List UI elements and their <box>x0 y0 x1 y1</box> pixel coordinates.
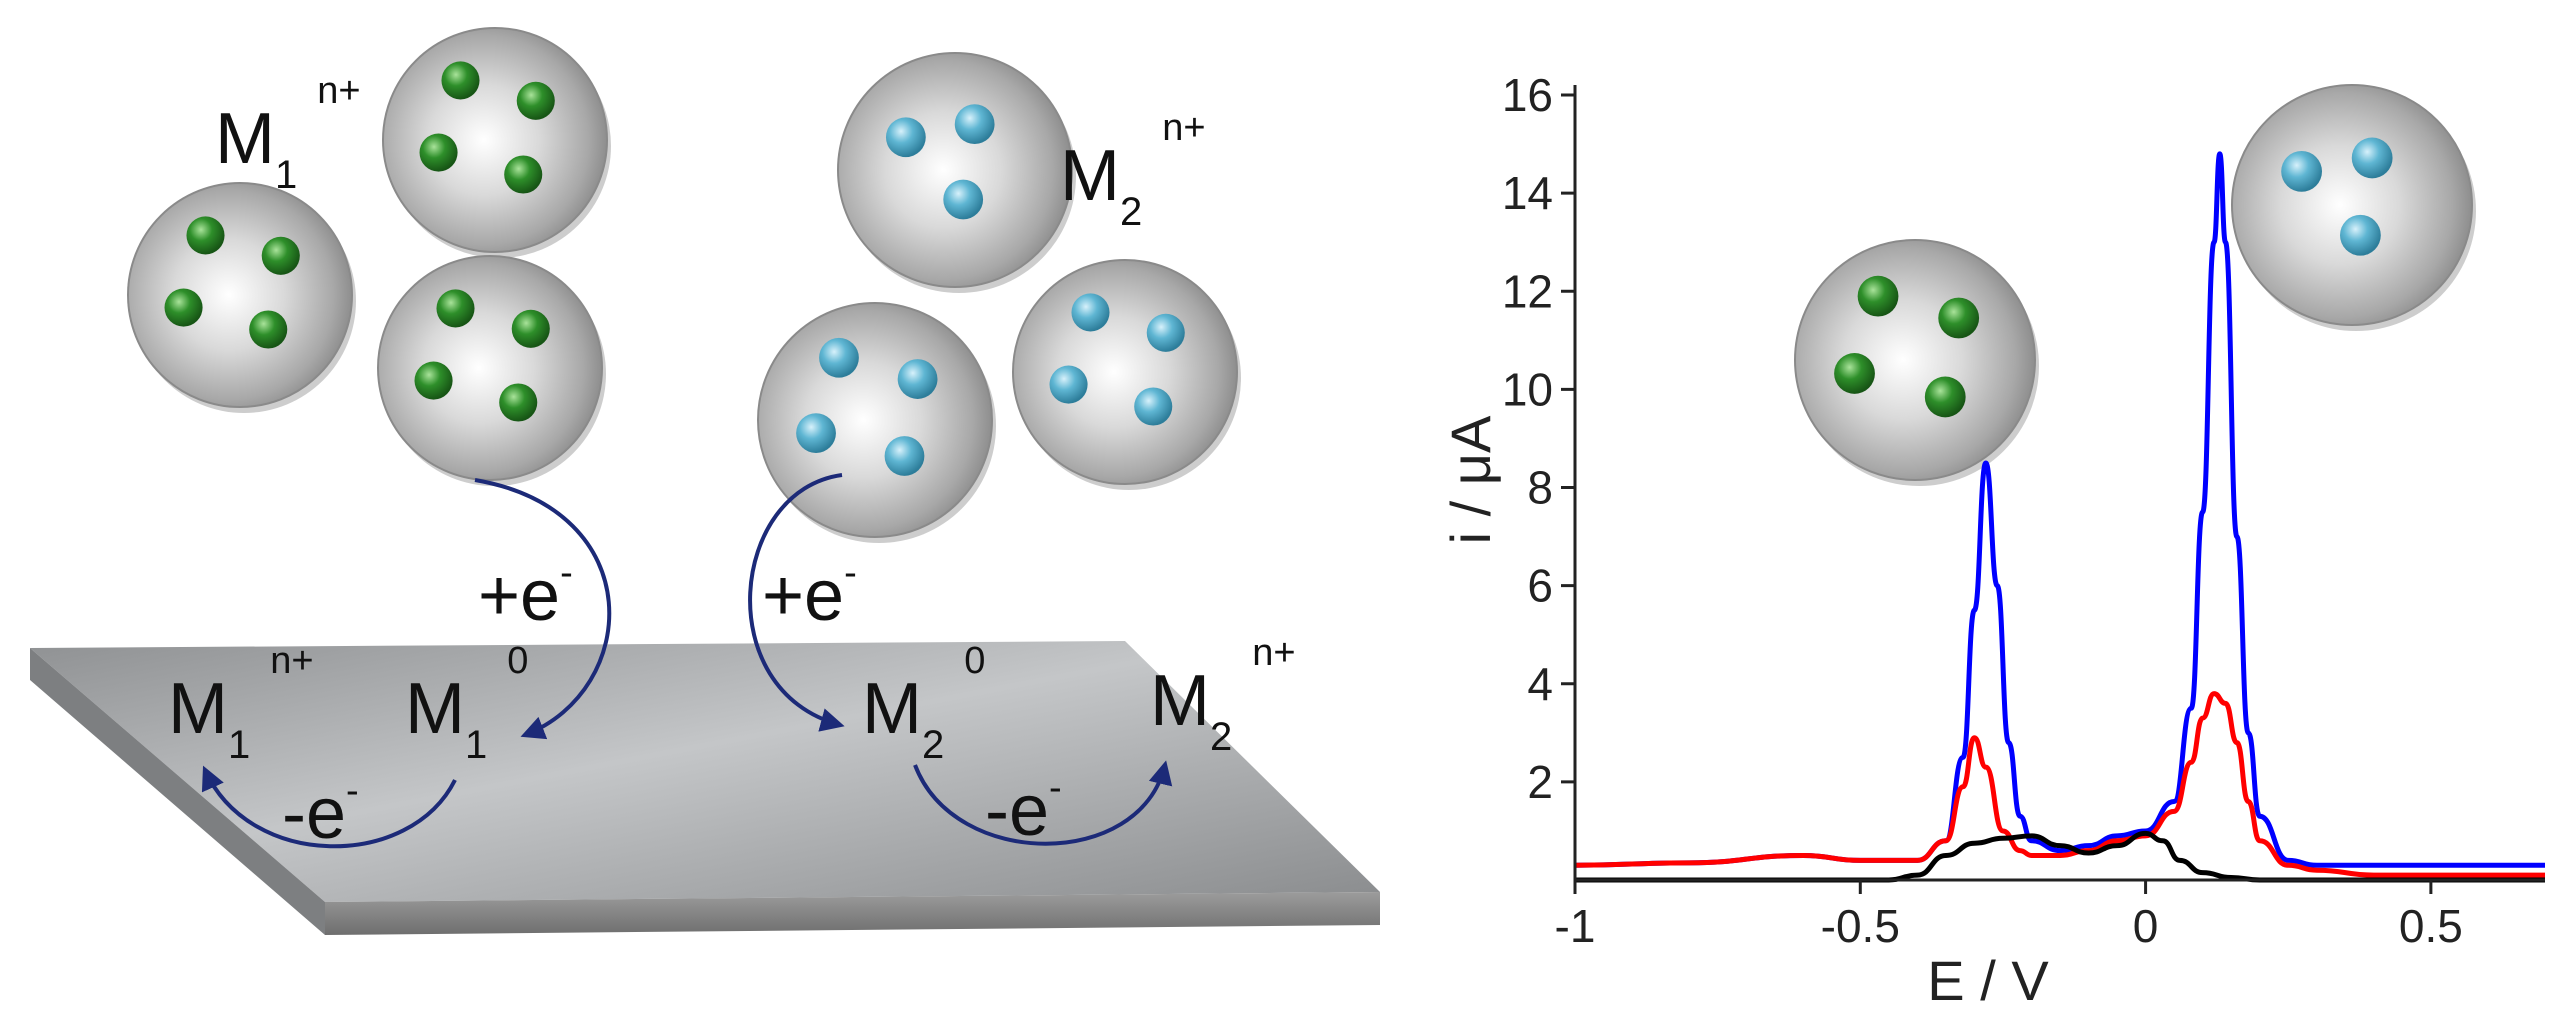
m2-particle <box>837 52 1076 293</box>
nanoparticles <box>127 27 1241 543</box>
series-line-1 <box>1574 691 2545 878</box>
chart-m2-particle-icon <box>2231 84 2476 331</box>
y-tick-label: 16 <box>1502 69 1553 121</box>
m2-particle <box>1012 259 1241 490</box>
y-tick-label: 4 <box>1527 658 1553 710</box>
y-tick-label: 14 <box>1502 167 1553 219</box>
label-reduction-m1: +e- <box>478 552 573 636</box>
chart-axes: -1 -0.5 0 0.5 2 4 6 8 10 12 14 16 <box>1502 69 2545 952</box>
voltammogram-chart: -1 -0.5 0 0.5 2 4 6 8 10 12 14 16 E / V i / μA <box>1439 69 2545 1012</box>
x-tick-label: 0 <box>2133 900 2159 952</box>
chart-particle-icons <box>1794 84 2476 486</box>
x-axis-label: E / V <box>1927 949 2049 1012</box>
y-tick-label: 6 <box>1527 560 1553 612</box>
reduction-arrow-m1 <box>474 478 612 740</box>
chart-m1-particle-icon <box>1794 239 2039 486</box>
x-tick-label: -1 <box>1555 900 1596 952</box>
label-reduction-m2: +e- <box>762 552 857 636</box>
label-m1-metal: M10 <box>405 640 528 767</box>
label-m2-ion-surface: M2n+ <box>1150 632 1296 759</box>
y-axis-label: i / μA <box>1439 415 1502 544</box>
electron-labels: +e- +e- -e- -e- <box>282 552 1062 854</box>
oxidation-arrow-m1 <box>201 765 457 849</box>
label-oxidation-m2: -e- <box>985 767 1062 851</box>
y-tick-label: 8 <box>1527 462 1553 514</box>
electrode-plate <box>30 641 1380 935</box>
label-m1-ion-surface: M1n+ <box>168 640 314 767</box>
reduction-arrow-m2 <box>748 473 845 732</box>
label-m2-ion-top: M2n+ <box>1060 107 1206 234</box>
oxidation-arrow-m2 <box>913 760 1173 846</box>
x-tick-label: -0.5 <box>1821 900 1900 952</box>
label-oxidation-m1: -e- <box>282 770 359 854</box>
m1-particle <box>382 27 611 258</box>
y-tick-label: 10 <box>1502 363 1553 415</box>
m1-particle <box>377 255 606 486</box>
label-m2-metal: M20 <box>862 640 985 767</box>
y-tick-label: 12 <box>1502 265 1553 317</box>
m1-particle <box>127 182 356 413</box>
y-tick-label: 2 <box>1527 756 1553 808</box>
x-tick-label: 0.5 <box>2399 900 2463 952</box>
species-labels: M1n+ M2n+ M1n+ M10 M20 M2n+ <box>168 70 1296 767</box>
electron-transfer-arrows <box>201 473 1173 849</box>
label-m1-ion-top: M1n+ <box>215 70 361 197</box>
m2-particle <box>757 302 996 543</box>
